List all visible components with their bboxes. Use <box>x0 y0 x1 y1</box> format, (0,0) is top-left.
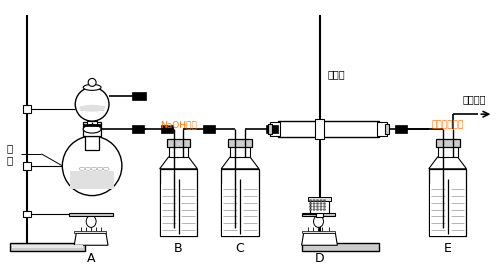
Bar <box>22 105 30 113</box>
Bar <box>83 122 101 136</box>
Bar <box>377 122 387 136</box>
Bar <box>438 145 458 157</box>
Ellipse shape <box>320 200 322 202</box>
Bar <box>428 169 467 236</box>
Ellipse shape <box>316 206 319 207</box>
Ellipse shape <box>313 202 316 205</box>
Text: D: D <box>314 252 324 265</box>
Circle shape <box>88 78 96 86</box>
Bar <box>85 136 99 150</box>
Bar <box>310 199 330 214</box>
Bar <box>436 139 460 147</box>
Ellipse shape <box>316 209 319 210</box>
Ellipse shape <box>316 202 319 205</box>
Bar <box>166 139 190 147</box>
Bar <box>302 214 336 217</box>
Circle shape <box>75 87 109 121</box>
Bar <box>270 122 280 136</box>
Bar <box>70 171 114 189</box>
Ellipse shape <box>310 202 312 205</box>
Bar <box>385 124 389 134</box>
Ellipse shape <box>86 215 96 227</box>
Text: 草
酸: 草 酸 <box>6 143 13 165</box>
Ellipse shape <box>91 167 97 170</box>
Bar <box>12 245 83 248</box>
Text: C: C <box>236 242 244 255</box>
Text: B: B <box>174 242 183 255</box>
Bar <box>204 125 215 133</box>
Bar <box>316 211 324 217</box>
Bar <box>268 124 272 134</box>
Bar <box>168 145 188 157</box>
Bar <box>160 125 172 133</box>
Bar <box>430 184 466 236</box>
Bar <box>22 211 30 217</box>
Bar <box>132 125 144 133</box>
Ellipse shape <box>320 209 322 210</box>
Text: A: A <box>87 252 96 265</box>
Ellipse shape <box>103 167 109 170</box>
Ellipse shape <box>310 209 312 210</box>
Ellipse shape <box>83 84 101 90</box>
Ellipse shape <box>320 206 322 207</box>
Polygon shape <box>302 233 338 245</box>
Bar <box>230 145 250 157</box>
Bar <box>10 243 85 251</box>
Polygon shape <box>428 157 467 169</box>
Bar <box>222 184 258 236</box>
Bar <box>302 243 379 251</box>
Bar <box>87 121 97 129</box>
Bar <box>308 197 332 201</box>
Ellipse shape <box>323 209 326 210</box>
Polygon shape <box>74 233 108 245</box>
Ellipse shape <box>320 202 322 205</box>
Text: 澄清的石灰水: 澄清的石灰水 <box>432 120 464 130</box>
Ellipse shape <box>79 105 105 112</box>
Ellipse shape <box>79 167 85 170</box>
Ellipse shape <box>313 209 316 210</box>
Ellipse shape <box>310 200 312 202</box>
Bar <box>302 231 336 233</box>
Bar <box>160 169 198 236</box>
Text: 尾气处理: 尾气处理 <box>462 94 486 104</box>
Ellipse shape <box>323 202 326 205</box>
Bar <box>160 184 196 236</box>
Bar <box>221 169 259 236</box>
Bar <box>395 125 407 133</box>
Ellipse shape <box>316 200 319 202</box>
Ellipse shape <box>314 215 324 227</box>
Ellipse shape <box>313 200 316 202</box>
Ellipse shape <box>97 167 103 170</box>
Bar <box>132 92 145 100</box>
Ellipse shape <box>313 206 316 207</box>
Ellipse shape <box>83 125 101 133</box>
Ellipse shape <box>85 167 91 170</box>
Polygon shape <box>160 157 198 169</box>
Bar <box>22 162 30 170</box>
Bar <box>70 214 113 217</box>
Circle shape <box>62 136 122 196</box>
Ellipse shape <box>323 200 326 202</box>
Text: E: E <box>444 242 452 255</box>
Bar <box>278 121 379 137</box>
Bar <box>228 139 252 147</box>
Text: 氧化鐵: 氧化鐵 <box>328 69 345 80</box>
Bar <box>74 231 106 233</box>
Bar <box>266 125 278 133</box>
Polygon shape <box>221 157 259 169</box>
Bar <box>314 119 324 139</box>
Ellipse shape <box>323 206 326 207</box>
Text: NaOH溶液: NaOH溶液 <box>160 120 197 130</box>
Ellipse shape <box>310 206 312 207</box>
